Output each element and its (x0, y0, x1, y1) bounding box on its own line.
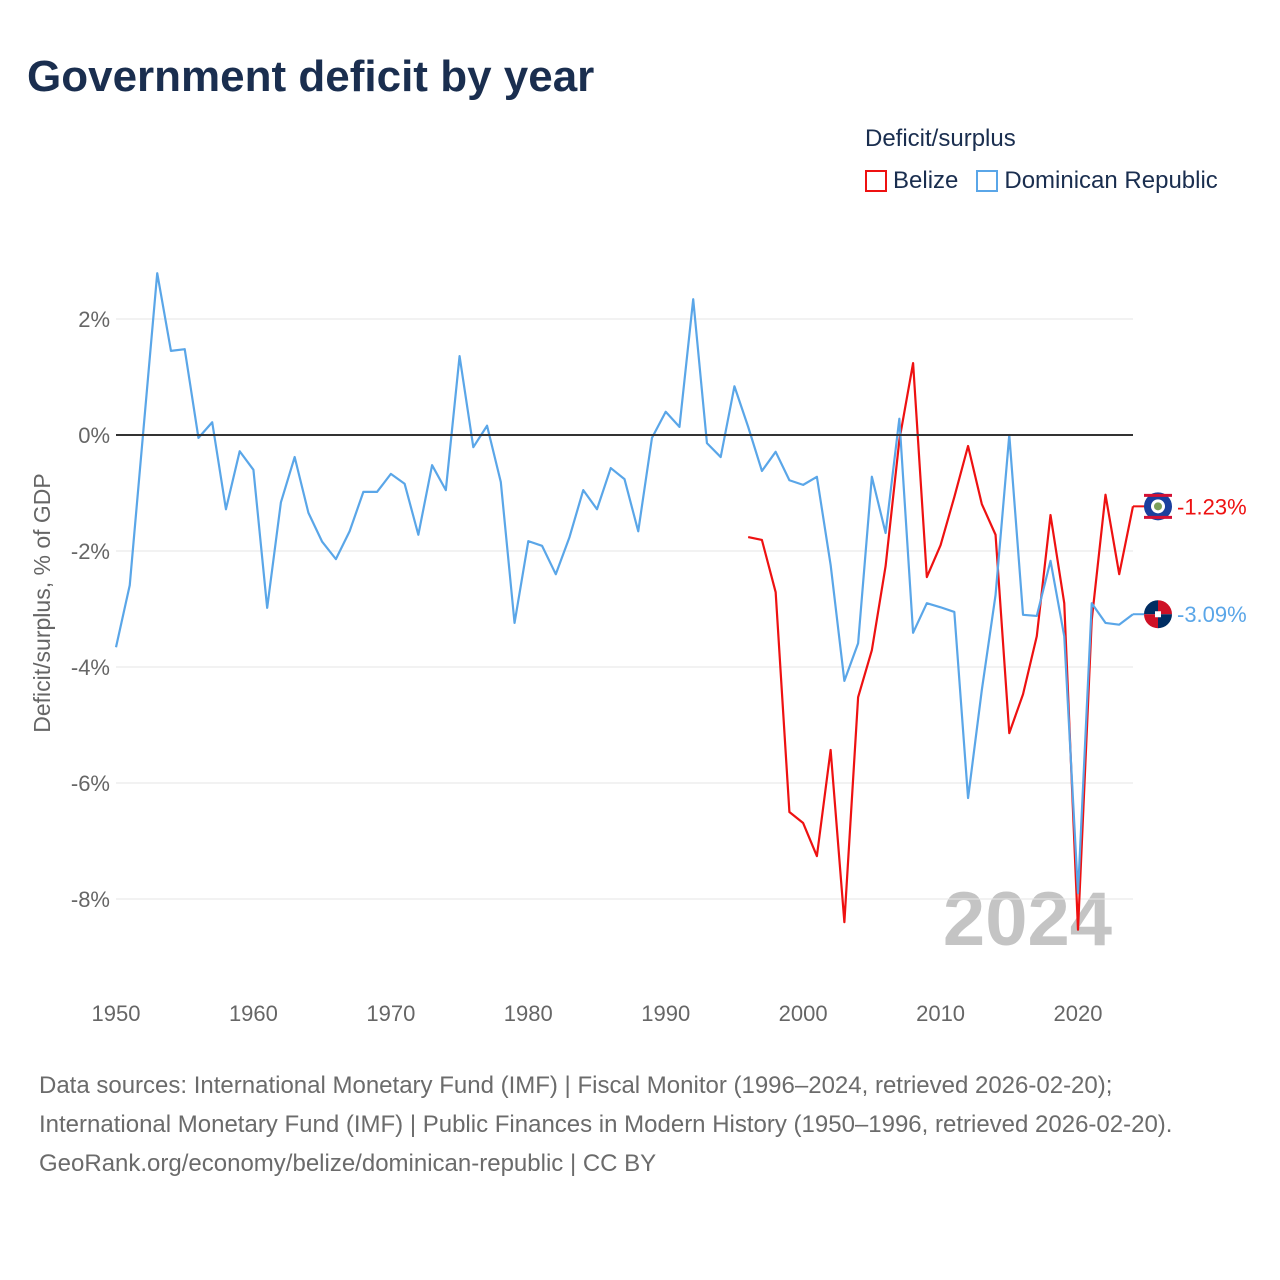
x-tick-label: 1950 (92, 1001, 141, 1026)
legend-title: Deficit/surplus (865, 125, 1016, 152)
x-tick-label: 2010 (916, 1001, 965, 1026)
y-tick-label: 2% (78, 307, 110, 332)
x-tick-label: 2000 (779, 1001, 828, 1026)
flag-quarter (1158, 600, 1172, 615)
footer: Data sources: International Monetary Fun… (39, 1066, 1239, 1183)
data-sources: Data sources: International Monetary Fun… (39, 1072, 1173, 1138)
end-value-label: -3.09% (1177, 602, 1247, 627)
y-tick-label: -4% (71, 655, 110, 680)
legend-item-belize[interactable]: Belize (865, 167, 958, 195)
legend: Belize Dominican Republic (865, 167, 1218, 195)
legend-item-dominican-republic[interactable]: Dominican Republic (976, 167, 1218, 195)
year-watermark: 2024 (943, 877, 1112, 962)
flag-emblem (1154, 502, 1162, 511)
y-tick-label: -6% (71, 771, 110, 796)
y-tick-label: 0% (78, 423, 110, 448)
y-tick-label: -2% (71, 539, 110, 564)
credit-link[interactable]: GeoRank.org/economy/belize/dominican-rep… (39, 1150, 657, 1177)
x-tick-label: 2020 (1054, 1001, 1103, 1026)
end-value-label: -1.23% (1177, 494, 1247, 519)
x-tick-label: 1970 (366, 1001, 415, 1026)
y-tick-label: -8% (71, 887, 110, 912)
x-tick-label: 1990 (641, 1001, 690, 1026)
x-tick-label: 1960 (229, 1001, 278, 1026)
x-tick-label: 1980 (504, 1001, 553, 1026)
y-axis-label: Deficit/surplus, % of GDP (29, 473, 55, 732)
legend-swatch-belize (865, 170, 887, 192)
page-title: Government deficit by year (27, 52, 595, 101)
legend-label: Belize (893, 167, 959, 194)
flag-quarter (1144, 600, 1158, 615)
flag-quarter (1144, 614, 1158, 629)
legend-label: Dominican Republic (1004, 167, 1218, 194)
legend-swatch-dominican-republic (976, 170, 999, 192)
flag-quarter (1158, 614, 1172, 629)
series-line-dominican-republic (114, 272, 1134, 895)
